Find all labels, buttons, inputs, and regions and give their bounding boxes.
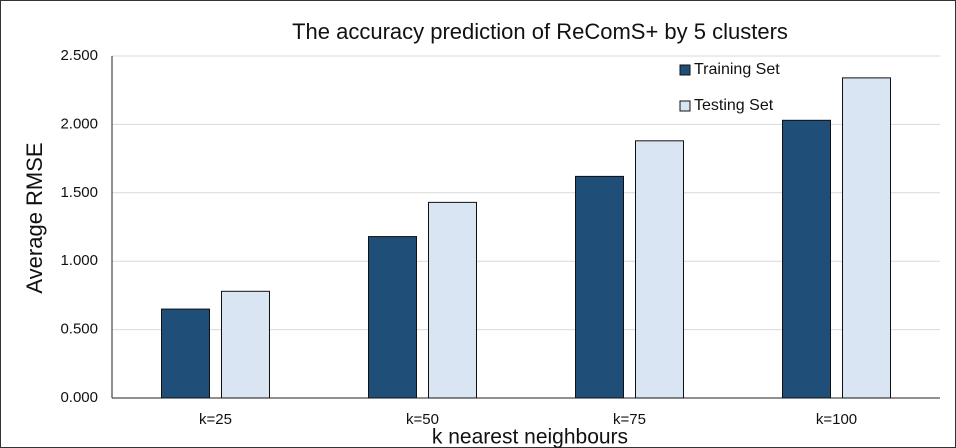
x-tick-label: k=50 <box>406 411 439 428</box>
chart-title: The accuracy prediction of ReComS+ by 5 … <box>292 19 788 44</box>
y-tick-label: 0.000 <box>60 389 98 406</box>
x-tick-label: k=100 <box>816 411 857 428</box>
y-tick-label: 1.000 <box>60 252 98 269</box>
y-tick-label: 1.500 <box>60 184 98 201</box>
y-tick-label: 0.500 <box>60 321 98 338</box>
bar <box>368 236 417 399</box>
legend-swatch <box>679 64 691 76</box>
bar <box>782 119 831 399</box>
x-axis-label: k nearest neighbours <box>432 426 628 448</box>
x-tick-label: k=25 <box>199 411 232 428</box>
bar <box>161 308 210 399</box>
legend-label: Testing Set <box>694 97 774 114</box>
y-axis-label: Average RMSE <box>22 142 47 293</box>
legend-swatch <box>679 100 691 112</box>
y-tick-label: 2.000 <box>60 115 98 132</box>
bar <box>221 290 270 399</box>
bar <box>575 175 624 399</box>
bar <box>428 201 477 399</box>
bar <box>635 140 684 399</box>
bar <box>842 77 891 399</box>
y-tick-label: 2.500 <box>60 47 98 64</box>
x-tick-label: k=75 <box>613 411 646 428</box>
legend-label: Training Set <box>694 61 780 78</box>
